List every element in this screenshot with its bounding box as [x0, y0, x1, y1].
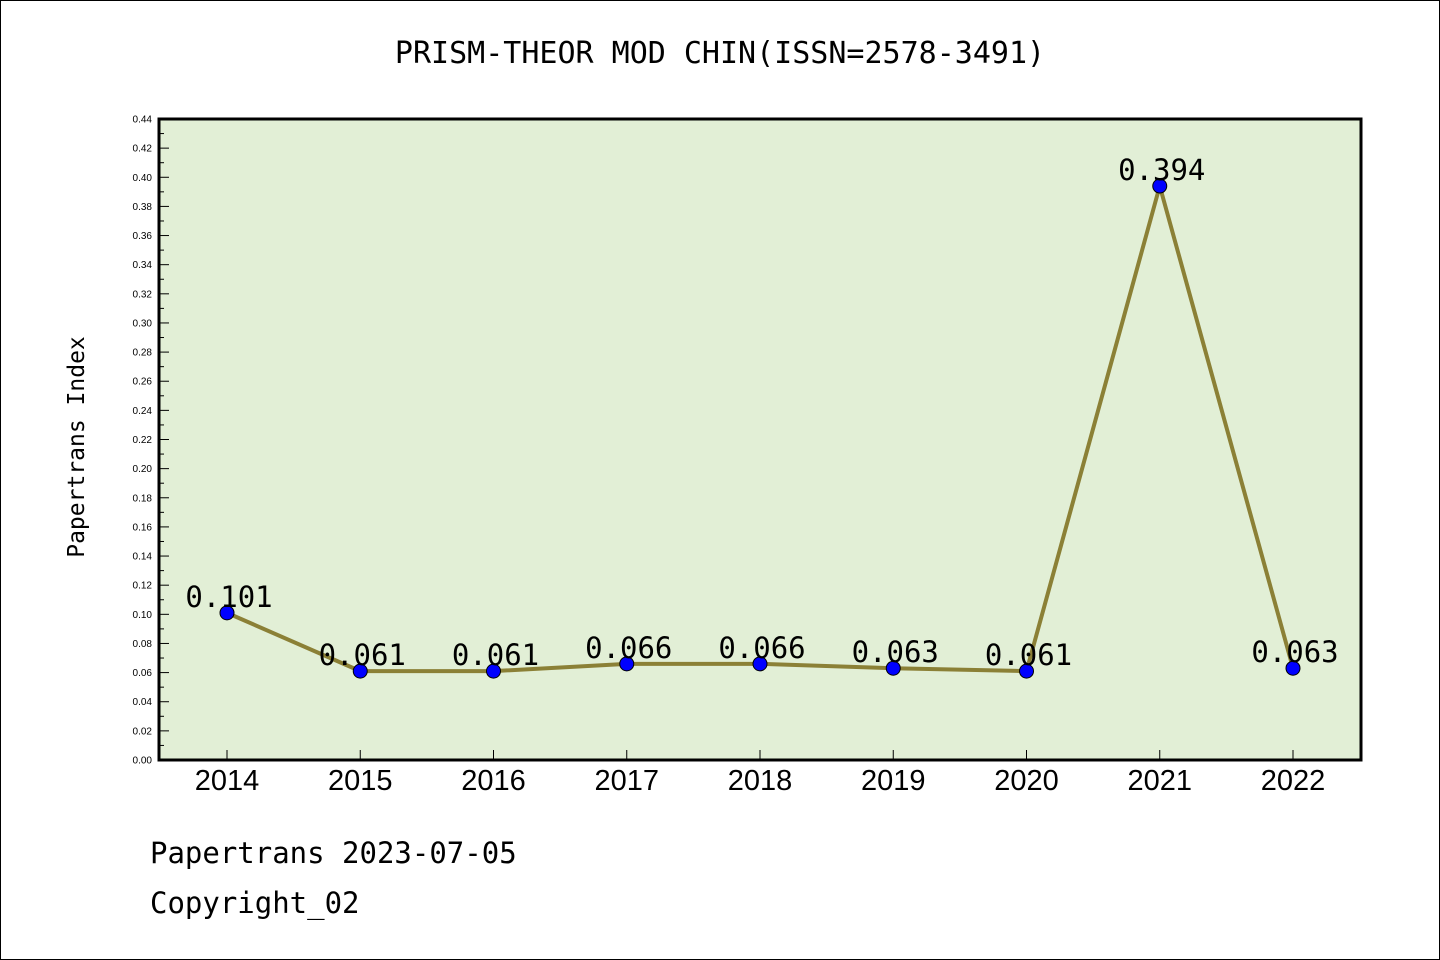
- y-tick-label: 0.38: [133, 202, 153, 213]
- data-point: [486, 663, 501, 679]
- y-tick-label: 0.42: [133, 144, 153, 155]
- x-tick-label: 2016: [461, 765, 526, 797]
- x-tick-label: 2021: [1127, 765, 1192, 797]
- y-tick-label: 0.40: [133, 173, 153, 184]
- y-tick-label: 0.00: [133, 756, 153, 767]
- y-tick-label: 0.28: [133, 348, 153, 359]
- x-tick-label: 2018: [728, 765, 793, 797]
- y-tick-label: 0.18: [133, 493, 153, 504]
- y-tick-label: 0.30: [133, 318, 153, 329]
- data-label: 0.063: [852, 635, 939, 669]
- footer-date: Papertrans 2023-07-05: [150, 836, 517, 870]
- data-point: [1019, 663, 1034, 679]
- plot-area: [157, 117, 1363, 762]
- y-tick-label: 0.16: [133, 522, 153, 533]
- y-tick-label: 0.26: [133, 377, 153, 388]
- x-tick-label: 2014: [195, 765, 260, 797]
- y-tick-label: 0.22: [133, 435, 153, 446]
- x-tick-label: 2022: [1261, 765, 1326, 797]
- chart-title: PRISM-THEOR MOD CHIN(ISSN=2578-3491): [394, 36, 1046, 71]
- x-tick-label: 2019: [861, 765, 926, 797]
- data-label: 0.061: [452, 638, 539, 672]
- data-point: [885, 660, 901, 676]
- data-label: 0.061: [319, 638, 406, 672]
- y-tick-label: 0.14: [133, 552, 153, 563]
- y-tick-label: 0.10: [133, 610, 153, 621]
- y-tick-label: 0.04: [133, 697, 153, 708]
- data-markers: [219, 178, 1301, 679]
- y-tick-label: 0.08: [133, 639, 153, 650]
- y-tick-label: 0.06: [133, 668, 153, 679]
- y-tick-label: 0.34: [133, 260, 153, 271]
- x-tick-label: 2020: [994, 765, 1059, 797]
- data-label: 0.101: [185, 580, 272, 614]
- data-label: 0.066: [585, 631, 672, 665]
- data-point: [352, 663, 368, 679]
- data-label: 0.063: [1251, 635, 1338, 669]
- y-tick-label: 0.20: [133, 464, 153, 475]
- x-axis-ticks: 2014 2015 2016 2017 2018 2019 2020 2021 2022: [195, 750, 1326, 797]
- y-tick-label: 0.36: [133, 231, 153, 242]
- data-label: 0.061: [985, 638, 1072, 672]
- data-point: [1152, 178, 1168, 194]
- y-tick-label: 0.44: [133, 115, 153, 126]
- footer-copyright: Copyright_02: [150, 886, 360, 920]
- y-tick-label: 0.12: [133, 581, 153, 592]
- data-point: [619, 656, 635, 672]
- data-point: [1285, 660, 1301, 676]
- y-axis-ticks: 0.00 0.02 0.04 0.06 0.08 0.10 0.12 0.14 0.16 0.18…: [133, 115, 169, 767]
- y-tick-label: 0.02: [133, 726, 153, 737]
- data-labels: 0.101 0.061 0.061 0.066 0.066 0.063 0.061 0.394…: [185, 153, 1338, 672]
- y-tick-label: 0.32: [133, 289, 153, 300]
- data-label: 0.394: [1118, 153, 1205, 187]
- y-tick-label: 0.24: [133, 406, 153, 417]
- data-point: [219, 605, 235, 621]
- x-tick-label: 2015: [328, 765, 393, 797]
- data-point: [752, 656, 768, 672]
- x-tick-label: 2017: [594, 765, 659, 797]
- data-label: 0.066: [718, 631, 805, 665]
